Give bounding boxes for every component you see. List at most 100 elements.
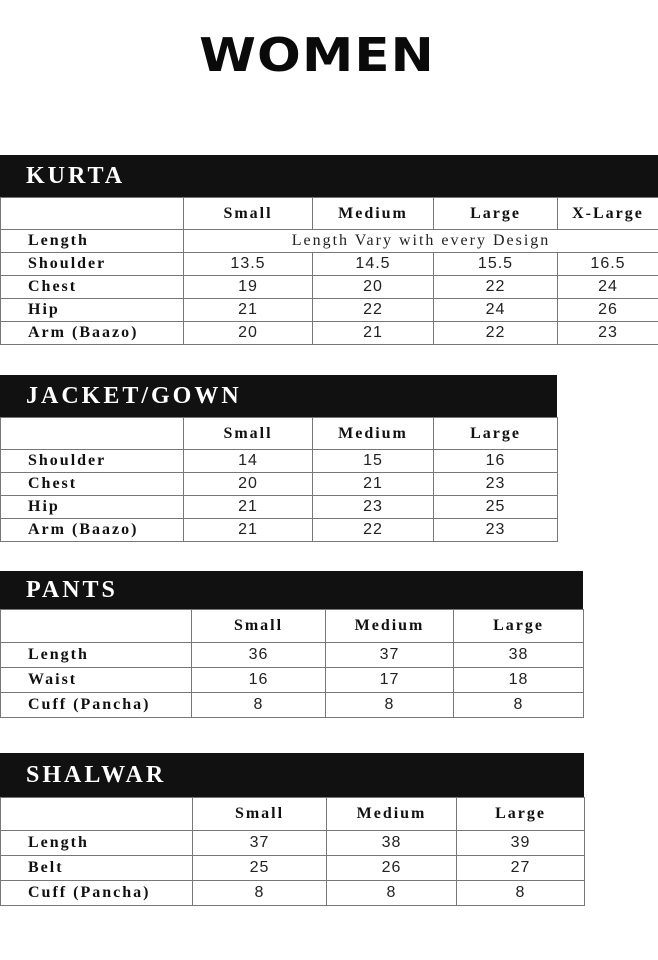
table-row: Length 37 38 39: [0, 830, 585, 856]
table-row: Arm (Baazo) 21 22 23: [0, 518, 558, 542]
value-cell: 36: [191, 642, 326, 668]
row-label: Length: [0, 229, 184, 253]
table-row: Arm (Baazo) 20 21 22 23: [0, 321, 658, 345]
value-cell: 19: [183, 275, 313, 299]
value-cell: 8: [191, 692, 326, 718]
row-label: Hip: [0, 298, 184, 322]
table-row: Hip 21 23 25: [0, 495, 558, 519]
header-row: Small Medium Large X-Large: [0, 197, 658, 230]
column-header: Small: [183, 417, 313, 450]
row-label: Waist: [0, 667, 192, 693]
value-cell: 16: [433, 449, 558, 473]
value-cell: 17: [325, 667, 454, 693]
value-cell: 21: [312, 321, 434, 345]
column-header: Medium: [312, 417, 434, 450]
value-cell: 25: [192, 855, 327, 881]
value-cell: 8: [326, 880, 457, 906]
value-cell: 22: [433, 275, 558, 299]
column-header: Small: [192, 797, 327, 831]
value-cell: 8: [453, 692, 584, 718]
value-cell: 21: [183, 495, 313, 519]
row-label: Chest: [0, 275, 184, 299]
value-cell: 14.5: [312, 252, 434, 276]
value-cell: 24: [433, 298, 558, 322]
column-header: Large: [433, 417, 558, 450]
table-row: Length 36 37 38: [0, 642, 584, 668]
value-cell: 21: [312, 472, 434, 496]
value-cell: 23: [433, 472, 558, 496]
value-cell: 22: [312, 298, 434, 322]
row-label: Shoulder: [0, 449, 184, 473]
column-header: Small: [191, 609, 326, 643]
kurta-size-table: Small Medium Large X-Large Length Length Vary…: [0, 197, 658, 345]
value-cell: 23: [433, 518, 558, 542]
value-cell: 27: [456, 855, 585, 881]
value-cell: 8: [325, 692, 454, 718]
column-header: Large: [456, 797, 585, 831]
value-cell: 8: [456, 880, 585, 906]
value-cell: 21: [183, 298, 313, 322]
row-label: Shoulder: [0, 252, 184, 276]
value-cell: 37: [325, 642, 454, 668]
kurta-heading: KURTA: [0, 155, 658, 197]
value-cell: 20: [183, 472, 313, 496]
header-row: Small Medium Large: [0, 417, 558, 450]
row-label: Chest: [0, 472, 184, 496]
value-cell: 26: [326, 855, 457, 881]
value-cell: 21: [183, 518, 313, 542]
table-row: Cuff (Pancha) 8 8 8: [0, 880, 585, 906]
table-row: Waist 16 17 18: [0, 667, 584, 693]
empty-header-cell: [0, 797, 193, 831]
value-cell: 15: [312, 449, 434, 473]
table-row: Cuff (Pancha) 8 8 8: [0, 692, 584, 718]
header-row: Small Medium Large: [0, 609, 584, 643]
value-cell: 15.5: [433, 252, 558, 276]
empty-header-cell: [0, 609, 192, 643]
value-cell: 25: [433, 495, 558, 519]
jacket-gown-heading: JACKET/GOWN: [0, 375, 557, 417]
row-label: Hip: [0, 495, 184, 519]
pants-size-table: Small Medium Large Length 36 37 38 Waist 16 17 18 C…: [0, 609, 584, 718]
column-header: Large: [453, 609, 584, 643]
value-cell: 20: [312, 275, 434, 299]
table-row: Hip 21 22 24 26: [0, 298, 658, 322]
row-label: Cuff (Pancha): [0, 880, 193, 906]
value-cell: 13.5: [183, 252, 313, 276]
column-header: Small: [183, 197, 313, 230]
column-header: X-Large: [557, 197, 658, 230]
column-header: Medium: [312, 197, 434, 230]
column-header: Medium: [326, 797, 457, 831]
column-header: Medium: [325, 609, 454, 643]
table-row: Chest 19 20 22 24: [0, 275, 658, 299]
table-row: Chest 20 21 23: [0, 472, 558, 496]
page-title: WOMEN: [199, 28, 435, 82]
value-cell: 8: [192, 880, 327, 906]
shalwar-heading: SHALWAR: [0, 753, 584, 797]
value-cell: 23: [312, 495, 434, 519]
value-cell: 18: [453, 667, 584, 693]
value-cell: 14: [183, 449, 313, 473]
kurta-section: KURTA Small Medium Large X-Large Length Length…: [0, 155, 658, 345]
table-row: Shoulder 13.5 14.5 15.5 16.5: [0, 252, 658, 276]
jacket-gown-size-table: Small Medium Large Shoulder 14 15 16 Chest 20 21 2…: [0, 417, 558, 542]
row-label: Arm (Baazo): [0, 518, 184, 542]
shalwar-size-table: Small Medium Large Length 37 38 39 Belt 25 26 27 Cu…: [0, 797, 585, 906]
value-cell: 39: [456, 830, 585, 856]
table-row: Belt 25 26 27: [0, 855, 585, 881]
value-cell: 16: [191, 667, 326, 693]
row-label: Belt: [0, 855, 193, 881]
merged-note-cell: Length Vary with every Design: [183, 229, 658, 253]
empty-header-cell: [0, 197, 184, 230]
row-label: Arm (Baazo): [0, 321, 184, 345]
pants-section: PANTS Small Medium Large Length 36 37 38 Waist 16…: [0, 571, 584, 718]
row-label: Length: [0, 642, 192, 668]
value-cell: 26: [557, 298, 658, 322]
jacket-gown-section: JACKET/GOWN Small Medium Large Shoulder 14 15 1…: [0, 375, 558, 542]
shalwar-section: SHALWAR Small Medium Large Length 37 38 39 Belt 2…: [0, 753, 585, 906]
value-cell: 38: [453, 642, 584, 668]
value-cell: 37: [192, 830, 327, 856]
value-cell: 16.5: [557, 252, 658, 276]
table-row: Length Length Vary with every Design: [0, 229, 658, 253]
value-cell: 23: [557, 321, 658, 345]
column-header: Large: [433, 197, 558, 230]
